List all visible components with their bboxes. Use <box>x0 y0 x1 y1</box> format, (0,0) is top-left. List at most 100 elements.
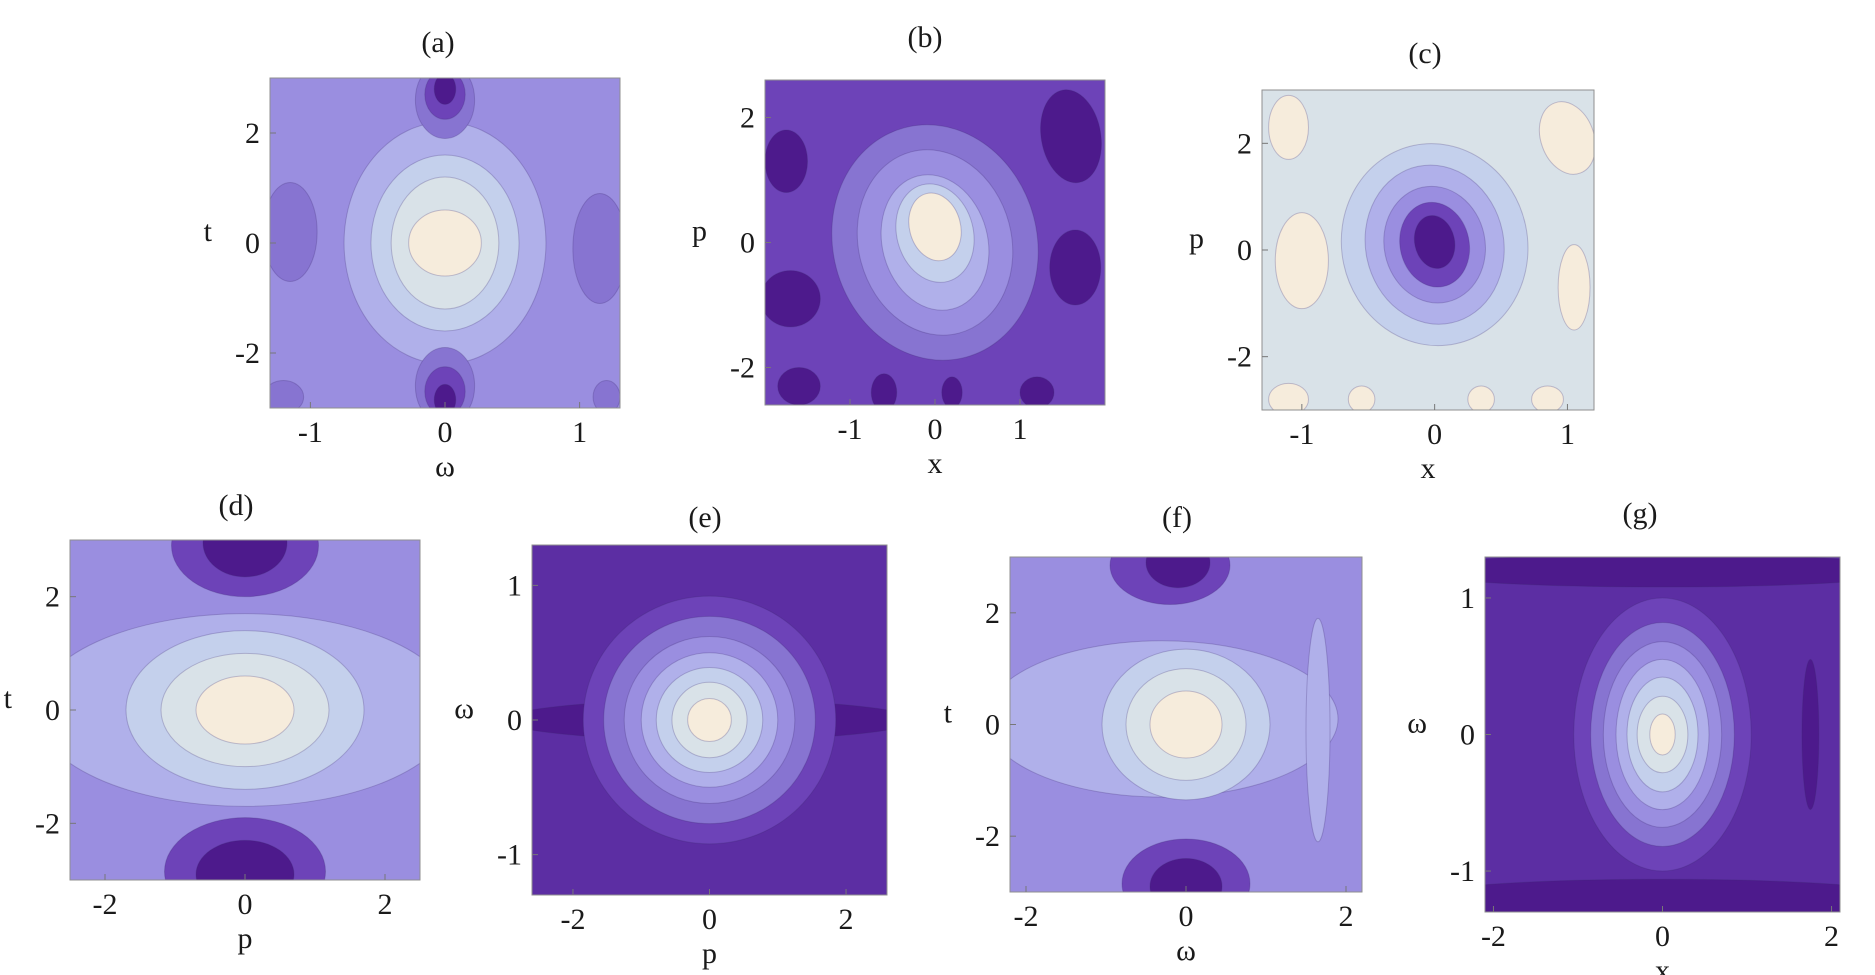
contour-level <box>1305 617 1331 843</box>
panel-a: (a) -1 0 1 -2 0 2 ω t <box>204 26 621 483</box>
x-tick-label: 2 <box>378 888 393 921</box>
contour-level <box>195 675 295 745</box>
y-tick-label: -2 <box>235 337 260 370</box>
contour-level <box>1268 382 1309 410</box>
x-axis-label: ω <box>435 450 455 483</box>
x-tick-label: 0 <box>438 416 453 449</box>
y-tick-label: 0 <box>45 694 60 727</box>
x-tick-label: -1 <box>838 413 863 446</box>
contour-area <box>765 80 1105 405</box>
x-tick-label: 0 <box>1179 900 1194 933</box>
contour-level <box>1347 385 1376 410</box>
contour-level <box>908 192 962 262</box>
panel-title: (c) <box>1408 37 1441 70</box>
y-tick-label: 2 <box>1237 127 1252 160</box>
contour-level <box>777 367 821 405</box>
panel-e: (e) -2 0 2 -1 0 1 p ω <box>454 501 888 970</box>
contour-area <box>70 540 420 880</box>
contour-area <box>270 78 620 408</box>
contour-level <box>941 376 963 405</box>
contour-level <box>195 839 295 880</box>
contour-area <box>532 545 887 895</box>
contour-level <box>1145 557 1211 589</box>
contour-level <box>687 697 732 743</box>
x-tick-label: -2 <box>1481 920 1506 953</box>
panel-b: (b) -1 0 1 -2 0 2 x p <box>692 21 1106 480</box>
contour-level <box>1557 244 1591 331</box>
x-axis-label: x <box>928 447 943 480</box>
contour-level <box>1649 713 1676 756</box>
x-tick-label: 0 <box>1655 920 1670 953</box>
x-tick-label: 0 <box>1427 418 1442 451</box>
y-tick-label: 2 <box>245 117 260 150</box>
contour-level <box>433 383 457 408</box>
contour-level <box>270 182 318 282</box>
contour-level <box>1485 557 1840 588</box>
contour-level <box>1467 385 1495 410</box>
y-tick-label: -1 <box>497 839 522 872</box>
contour-area <box>1485 557 1840 912</box>
panel-c: (c) -1 0 1 -2 0 2 x p <box>1189 37 1595 485</box>
contour-level <box>1274 212 1329 310</box>
y-tick-label: 2 <box>740 102 755 135</box>
contour-level <box>1531 385 1564 410</box>
y-tick-label: 0 <box>1237 234 1252 267</box>
contour-level <box>408 209 482 277</box>
x-tick-label: -2 <box>560 903 585 936</box>
y-tick-label: 0 <box>985 709 1000 742</box>
x-tick-label: 2 <box>1339 900 1354 933</box>
y-tick-label: -2 <box>730 352 755 385</box>
y-tick-label: 2 <box>985 597 1000 630</box>
y-tick-label: 0 <box>740 227 755 260</box>
x-axis-label: ω <box>1176 934 1196 967</box>
y-axis-label: t <box>204 215 213 248</box>
y-axis-label: ω <box>454 692 474 725</box>
contour-level <box>1268 94 1309 160</box>
contour-level <box>270 380 305 408</box>
x-tick-label: 2 <box>839 903 854 936</box>
x-axis-label: x <box>1655 954 1670 975</box>
panel-g: (g) -2 0 2 -1 0 1 x ω <box>1407 497 1841 975</box>
contour-level <box>870 373 898 405</box>
x-tick-label: -1 <box>1289 418 1314 451</box>
panel-title: (b) <box>908 21 943 54</box>
y-axis-label: t <box>944 697 953 730</box>
contour-area <box>1262 90 1594 410</box>
y-axis-label: t <box>4 682 13 715</box>
contour-level <box>202 540 288 578</box>
y-axis-label: p <box>692 215 707 248</box>
x-tick-label: -2 <box>1014 900 1039 933</box>
x-axis-label: p <box>238 922 253 955</box>
x-tick-label: 1 <box>1013 413 1028 446</box>
contour-level <box>765 129 808 193</box>
y-axis-label: ω <box>1407 707 1427 740</box>
x-axis-label: x <box>1421 452 1436 485</box>
panel-d: (d) -2 0 2 -2 0 2 p t <box>4 489 421 955</box>
panel-title: (e) <box>688 501 721 534</box>
x-tick-label: -1 <box>298 416 323 449</box>
y-axis-label: p <box>1189 222 1204 255</box>
contour-level <box>433 78 457 105</box>
y-tick-label: 1 <box>507 569 522 602</box>
x-tick-label: 2 <box>1824 920 1839 953</box>
x-axis-label: p <box>702 937 717 970</box>
contour-level <box>1538 101 1594 175</box>
contour-level <box>1149 690 1223 759</box>
y-tick-label: -2 <box>35 807 60 840</box>
contour-level <box>1019 376 1055 405</box>
x-tick-label: 0 <box>702 903 717 936</box>
contour-level <box>592 380 620 408</box>
panel-title: (g) <box>1623 497 1658 530</box>
y-tick-label: 0 <box>245 227 260 260</box>
y-tick-label: 0 <box>507 704 522 737</box>
y-tick-label: 1 <box>1460 582 1475 615</box>
contour-level <box>1049 229 1102 306</box>
contour-level <box>1485 878 1840 912</box>
panel-f: (f) -2 0 2 -2 0 2 ω t <box>944 501 1363 967</box>
x-tick-label: 1 <box>572 416 587 449</box>
x-tick-label: 0 <box>928 413 943 446</box>
x-tick-label: 0 <box>238 888 253 921</box>
contour-level <box>1801 658 1820 811</box>
y-tick-label: -1 <box>1450 855 1475 888</box>
